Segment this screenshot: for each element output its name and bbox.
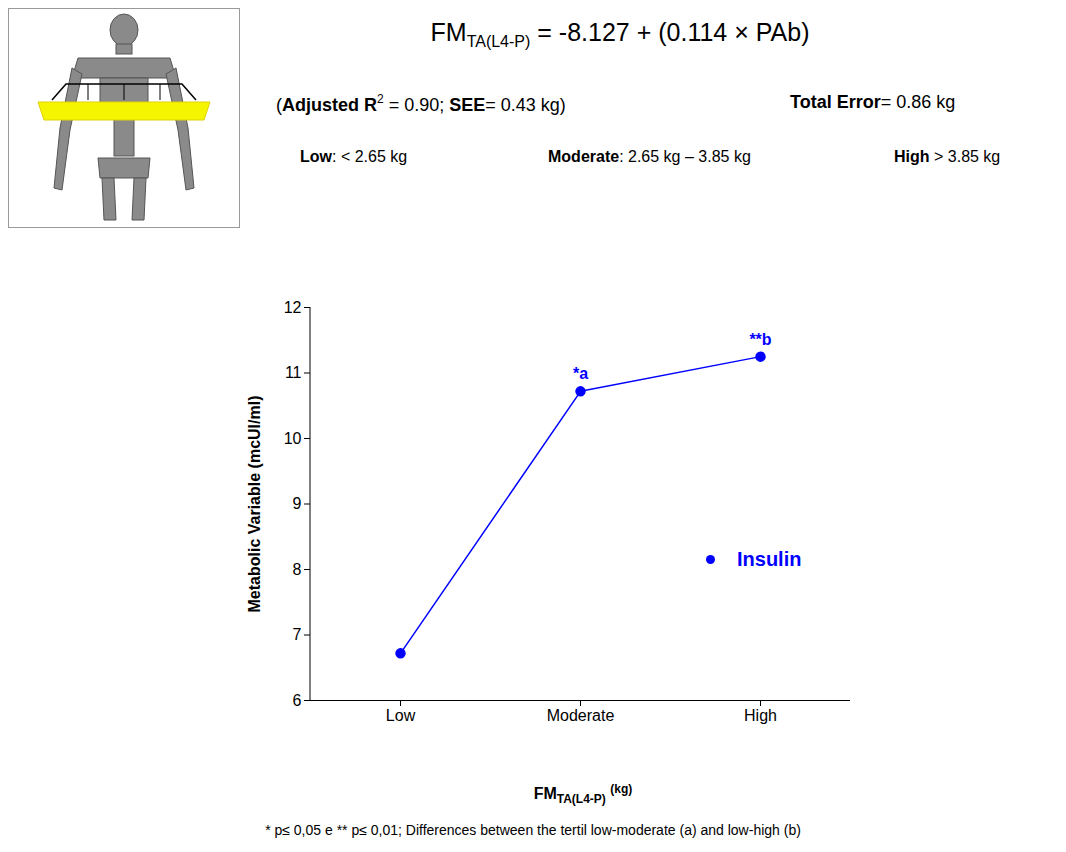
svg-text:Low: Low xyxy=(386,707,416,724)
svg-text:**b: **b xyxy=(749,331,771,348)
html-text:FMTA(L4-P)= -8.127 + (0.114 ×: FMTA(L4-P)= -8.127 + (0.114 × PAb) xyxy=(430,18,810,50)
html-text:Insulin: Insulin xyxy=(737,548,802,571)
svg-text:11: 11 xyxy=(285,364,302,381)
html-text:(kg): (kg) xyxy=(610,782,633,796)
svg-text:Moderate: Moderate xyxy=(547,707,615,724)
html-text:Low: < 2.65 kg: Low: < 2.65 kg xyxy=(300,148,408,165)
html-text:Moderate: 2.65 kg – 3.85 kg: Moderate: 2.65 kg – 3.85 kg xyxy=(548,148,751,165)
svg-text:6: 6 xyxy=(293,692,302,709)
svg-text:12: 12 xyxy=(284,299,302,316)
svg-text:8: 8 xyxy=(293,561,302,578)
html-text:High > 3.85 kg: High > 3.85 kg xyxy=(894,148,1001,165)
svg-text:9: 9 xyxy=(293,495,302,512)
html-text:FMTA(L4-P): FMTA(L4-P) xyxy=(533,785,606,806)
svg-text:10: 10 xyxy=(284,430,302,447)
svg-text:*a: *a xyxy=(573,365,588,382)
svg-text:High: High xyxy=(744,707,777,724)
html-text:Total Error = 0.86 kg: Total Error = 0.86 kg xyxy=(790,92,956,112)
svg-text:Metabolic Variable (mcUI/ml): Metabolic Variable (mcUI/ml) xyxy=(246,396,263,613)
svg-text:7: 7 xyxy=(293,626,302,643)
html-text:(Adjusted R2= 0.90; SEE = 0.43: (Adjusted R2= 0.90; SEE = 0.43 kg) xyxy=(276,92,566,115)
html-text:* p≤ 0,05 e ** p≤ 0,01; Differ: * p≤ 0,05 e ** p≤ 0,01; Differences betw… xyxy=(265,822,801,838)
